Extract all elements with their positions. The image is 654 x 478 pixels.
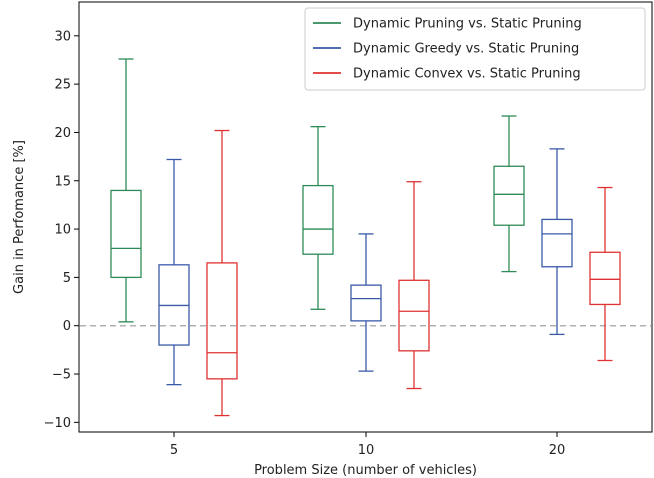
box-iqr — [541, 218, 573, 268]
y-tick-label: 5 — [63, 271, 71, 286]
box-iqr — [493, 165, 525, 226]
y-tick-label: 15 — [54, 174, 71, 189]
x-tick-label: 20 — [549, 443, 566, 458]
box-3-10 — [398, 181, 430, 390]
y-axis-label: Gain in Perfomance [%] — [12, 140, 27, 294]
y-tick-label: 20 — [54, 126, 71, 141]
y-tick-label: −10 — [44, 416, 71, 431]
legend: Dynamic Pruning vs. Static Pruning Dynami… — [304, 7, 646, 91]
box-3-5 — [206, 129, 238, 417]
x-tick-label: 10 — [358, 443, 375, 458]
box-iqr — [398, 279, 430, 352]
y-tick-label: 0 — [63, 319, 71, 334]
y-tick-label: 10 — [54, 223, 71, 238]
legend-label: Dynamic Pruning vs. Static Pruning — [353, 17, 582, 32]
box-iqr — [302, 184, 334, 255]
box-iqr — [350, 284, 382, 322]
box-iqr — [110, 189, 142, 279]
legend-frame — [304, 7, 646, 91]
box-iqr — [206, 262, 238, 380]
x-tick-label: 5 — [170, 443, 178, 458]
box-1-5 — [110, 58, 142, 323]
y-tick-label: 30 — [54, 29, 71, 44]
legend-label: Dynamic Greedy vs. Static Pruning — [353, 42, 579, 57]
box-1-10 — [302, 126, 334, 310]
box-iqr — [589, 251, 621, 306]
box-2-5 — [158, 158, 190, 386]
box-groups — [110, 58, 621, 417]
box-3-20 — [589, 186, 621, 362]
box-2-10 — [350, 233, 382, 372]
box-1-20 — [493, 115, 525, 273]
y-tick-label: 25 — [54, 78, 71, 93]
y-tick-label: −5 — [52, 368, 71, 383]
x-axis-label: Problem Size (number of vehicles) — [254, 463, 477, 478]
legend-label: Dynamic Convex vs. Static Pruning — [353, 67, 581, 82]
box-2-20 — [541, 148, 573, 336]
